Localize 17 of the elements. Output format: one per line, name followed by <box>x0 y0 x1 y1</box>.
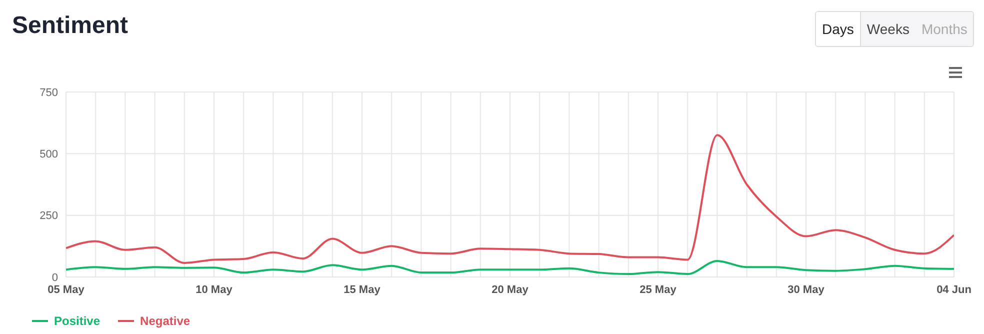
x-tick-label: 25 May <box>640 284 678 296</box>
x-tick-label: 05 May <box>48 284 86 296</box>
y-tick-label: 250 <box>40 210 58 222</box>
y-tick-label: 0 <box>52 272 58 284</box>
line-series <box>66 134 954 264</box>
y-tick-label: 500 <box>40 148 58 161</box>
x-tick-label: 04 Jun <box>936 284 972 296</box>
x-tick-label: 30 May <box>788 284 826 296</box>
x-tick-label: 15 May <box>344 284 382 296</box>
legend-label: Positive <box>54 314 100 328</box>
x-tick-label: 10 May <box>196 284 234 296</box>
chart-title: Sentiment <box>12 12 128 40</box>
legend-label: Negative <box>140 314 190 328</box>
view-toggle: Days Weeks Months <box>815 11 974 47</box>
line-series <box>66 260 954 276</box>
x-tick-label: 20 May <box>492 284 530 296</box>
y-tick-label: 750 <box>40 86 58 99</box>
